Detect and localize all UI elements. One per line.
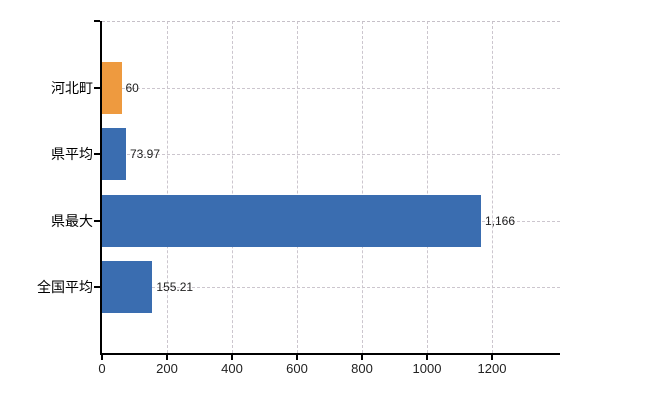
bar-1 — [102, 62, 122, 114]
vertical-gridline — [427, 21, 428, 353]
category-label: 県平均 — [51, 146, 93, 162]
y-axis-top-tick — [94, 20, 100, 22]
x-axis-tick — [296, 355, 298, 360]
value-label: 1,166 — [485, 214, 516, 228]
x-tick-label: 200 — [156, 361, 178, 376]
value-label: 73.97 — [130, 147, 161, 161]
category-label: 県最大 — [51, 213, 93, 229]
horizontal-gridline — [102, 154, 560, 155]
horizontal-gridline — [102, 88, 560, 89]
x-axis-tick — [491, 355, 493, 360]
x-tick-label: 1000 — [412, 361, 442, 376]
bar-4 — [102, 261, 153, 313]
vertical-gridline — [297, 21, 298, 353]
x-axis-tick — [231, 355, 233, 360]
x-tick-label: 800 — [351, 361, 373, 376]
bar-2 — [102, 128, 126, 180]
x-tick-label: 0 — [98, 361, 106, 376]
y-axis-tick — [94, 220, 100, 222]
x-axis-tick — [361, 355, 363, 360]
vertical-gridline — [492, 21, 493, 353]
x-tick-label: 400 — [221, 361, 243, 376]
vertical-gridline — [362, 21, 363, 353]
x-axis-tick — [101, 355, 103, 360]
y-axis — [100, 21, 102, 355]
vertical-gridline — [167, 21, 168, 353]
x-tick-label: 600 — [286, 361, 308, 376]
x-tick-label: 1200 — [477, 361, 507, 376]
category-label: 河北町 — [51, 80, 93, 96]
y-axis-tick — [94, 153, 100, 155]
x-axis — [100, 353, 560, 355]
bar-3 — [102, 195, 481, 247]
x-axis-tick — [426, 355, 428, 360]
y-axis-tick — [94, 286, 100, 288]
horizontal-gridline — [102, 287, 560, 288]
x-axis-tick — [166, 355, 168, 360]
vertical-gridline — [232, 21, 233, 353]
value-label: 155.21 — [156, 280, 194, 294]
plot-top-border — [102, 21, 560, 22]
y-axis-tick — [94, 87, 100, 89]
category-label: 全国平均 — [37, 279, 93, 295]
value-label: 60 — [125, 81, 139, 95]
